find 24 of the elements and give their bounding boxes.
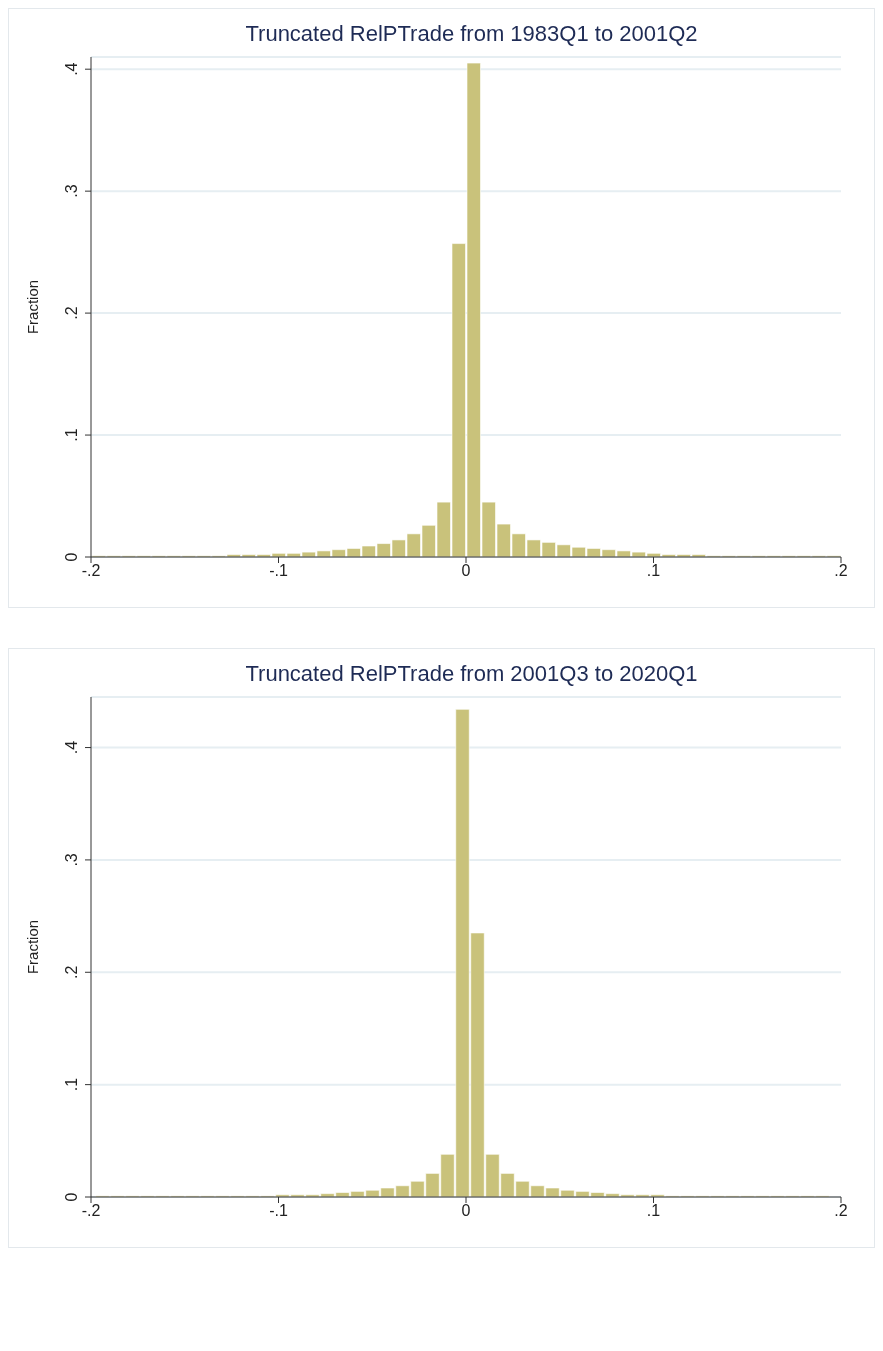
chart-title: Truncated RelPTrade from 2001Q3 to 2020Q1 [244, 661, 699, 687]
x-tick-label: 0 [461, 1202, 471, 1220]
x-tick-label: .1 [646, 562, 661, 580]
y-tick-label: .2 [63, 965, 80, 979]
y-tick-label: 0 [63, 1192, 80, 1202]
x-tick-label: -.2 [81, 562, 101, 580]
x-tick-label: .1 [646, 1202, 661, 1220]
y-tick-label: 0 [63, 552, 80, 562]
x-tick-label: 0 [461, 562, 471, 580]
y-tick-label: .3 [63, 853, 80, 867]
y-tick-label: .4 [63, 740, 80, 755]
x-tick-label: -.2 [81, 1202, 101, 1220]
x-tick-label: -.1 [269, 562, 288, 580]
y-tick-label: .1 [63, 428, 80, 442]
y-axis-title: Fraction [24, 919, 42, 975]
x-tick-label: .2 [834, 1202, 848, 1220]
chart-title: Truncated RelPTrade from 1983Q1 to 2001Q2 [244, 21, 699, 47]
y-axis-title: Fraction [24, 279, 42, 335]
y-tick-label: .4 [63, 62, 80, 76]
x-tick-label: -.1 [269, 1202, 288, 1220]
y-tick-label: .3 [63, 184, 80, 198]
y-tick-label: .2 [63, 306, 80, 320]
y-tick-label: .1 [63, 1077, 80, 1092]
x-tick-label: .2 [834, 562, 848, 580]
